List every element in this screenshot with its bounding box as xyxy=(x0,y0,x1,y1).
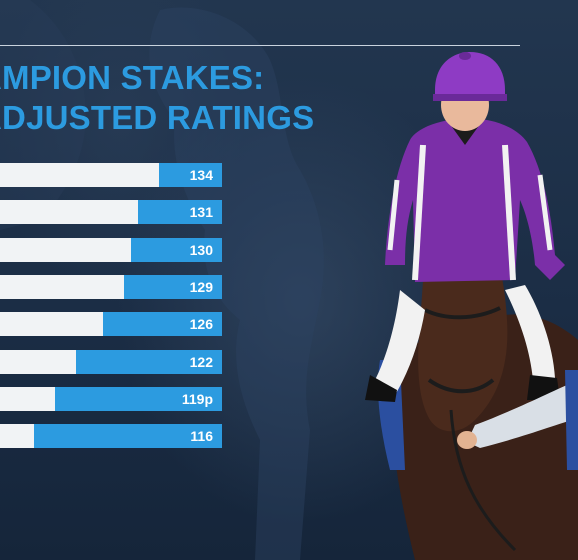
bar-value-label: 134 xyxy=(189,167,213,183)
bar-value-segment xyxy=(131,237,222,262)
bar-base xyxy=(0,349,76,374)
bar-value-segment xyxy=(137,200,222,225)
bar-row: 122 xyxy=(0,349,222,374)
bar-value-label: 130 xyxy=(189,241,213,258)
bar-row: 126 xyxy=(0,312,222,337)
bar-value-segment xyxy=(75,349,222,374)
bar-row: 129 xyxy=(0,274,222,299)
bar-value-segment xyxy=(55,386,222,411)
bar-value-segment xyxy=(103,312,222,337)
bar-value-label: 122 xyxy=(189,353,213,370)
bar-value-segment xyxy=(158,163,222,187)
bar-base xyxy=(0,200,138,225)
ratings-bar-chart: 134 131 130 129 126 122 119p 116 xyxy=(0,163,230,453)
bar-value-label: 119p xyxy=(181,390,213,407)
bar-value-label: 126 xyxy=(189,316,213,333)
jockey-on-horse-icon xyxy=(365,52,578,560)
bar-base xyxy=(0,274,125,299)
title-line-2: ADJUSTED RATINGS xyxy=(0,99,315,136)
bar-value-label: 116 xyxy=(190,428,213,445)
bar-base xyxy=(0,386,56,411)
bar-base xyxy=(0,312,104,337)
bar-base xyxy=(0,237,132,262)
bar-row: 134 xyxy=(0,163,222,187)
bar-row: 119p xyxy=(0,386,222,411)
chart-title: AMPION STAKES: ADJUSTED RATINGS xyxy=(0,58,314,138)
top-rule xyxy=(0,45,520,46)
bar-row: 130 xyxy=(0,237,222,262)
bar-value-label: 129 xyxy=(189,278,213,295)
bar-base xyxy=(0,424,35,449)
title-line-1: AMPION STAKES: xyxy=(0,59,265,96)
bar-base xyxy=(0,163,159,187)
bar-value-segment xyxy=(34,424,222,449)
bar-row: 131 xyxy=(0,200,222,225)
bar-row: 116 xyxy=(0,424,222,449)
bar-value-label: 131 xyxy=(189,204,213,221)
bar-value-segment xyxy=(124,274,222,299)
